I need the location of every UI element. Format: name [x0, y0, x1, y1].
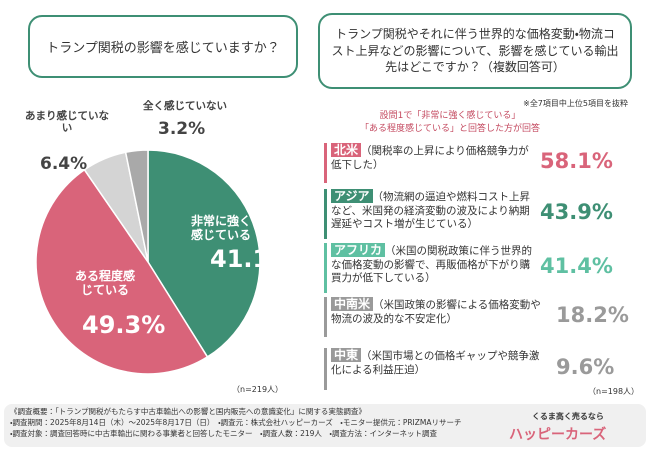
note: 「ある程度感じている」と回答した方が回答: [359, 123, 540, 134]
slice-value: 3.2%: [158, 119, 206, 139]
region-name: アフリカ: [331, 243, 386, 257]
reason: （物流網の逼迫や燃料コスト上昇など、米国発の経済変動の波及により納期遅延やコスト…: [331, 191, 531, 231]
footer: 《調査概要：「トランプ関税がもたらす中古車輸出への影響と国内販売への意識変化」に…: [4, 404, 646, 447]
sample-size: （n=219人）: [232, 385, 284, 394]
destination-row: アジア （物流網の逼迫や燃料コスト上昇など、米国発の経済変動の波及により納期遅延や…: [324, 189, 534, 239]
note: 設問1で「非常に強く感じている」 「ある程度感じている」と回答した方が回答: [330, 110, 570, 135]
slice-label: ある程度感じている: [74, 269, 135, 297]
reason: （関税率の上昇により価格競争力が低下した）: [331, 145, 529, 171]
note: 設問1で「非常に強く感じている」: [379, 111, 521, 121]
reason: （米国の関税政策に伴う世界的な価格変動の影響で、再販価格が下がり購買力が低下して…: [331, 245, 533, 285]
pie-slice: [35, 168, 209, 375]
note: ※全7項目中上位5項目を抜粋: [523, 99, 628, 108]
percentage: 43.9%: [540, 200, 613, 224]
region-name: 中東: [331, 348, 362, 362]
survey-line: ・調査対象：調査回答時に中古車輸出に関わる事業者と回答したモニター ・調査人数：…: [10, 428, 437, 438]
percentage: 58.1%: [540, 149, 613, 173]
region-name: 北米: [331, 143, 362, 157]
slice-label: 非常に強く感じている: [190, 214, 251, 242]
survey-line: ・調査期間：2025年8月14日（木）～2025年8月17日（日） ・調査元：株…: [10, 417, 462, 427]
question-box: トランプ関税やそれに伴う世界的な価格変動・物流コスト上昇などの影響について、影響…: [318, 13, 632, 89]
pie-chart: [35, 149, 261, 375]
slice-value: 6.4%: [40, 154, 88, 174]
brand-logo: ハッピーカーズ: [509, 427, 607, 443]
slice-value: 49.3%: [82, 311, 166, 339]
question-box: トランプ関税の影響を感じていますか？: [28, 15, 298, 78]
destination-row: 北米 （関税率の上昇により価格競争力が低下した）: [324, 143, 534, 183]
reason: （米国市場との価格ギャップや競争激化による利益圧迫）: [331, 350, 540, 376]
destination-row: 中東 （米国市場との価格ギャップや競争激化による利益圧迫）: [324, 348, 544, 390]
slice-label: あまり感じていない: [25, 110, 109, 135]
reason: （米国政策の影響による価格変動や物流の波及的な不安定化）: [331, 299, 541, 325]
survey-info: 《調査概要：「トランプ関税がもたらす中古車輸出への影響と国内販売への意識変化」に…: [10, 407, 462, 440]
slice-value: 41.1%: [210, 245, 294, 273]
survey-line: 《調査概要：「トランプ関税がもたらす中古車輸出への影響と国内販売への意識変化」に…: [10, 407, 366, 416]
brand-tagline: くるま高く売るなら: [532, 412, 604, 421]
destination-row: 中南米 （米国政策の影響による価格変動や物流の波及的な不安定化）: [324, 297, 544, 337]
percentage: 9.6%: [556, 355, 615, 379]
slice-label: 全く感じていない: [143, 100, 227, 112]
pie-slice: [124, 149, 149, 263]
percentage: 41.4%: [540, 254, 613, 278]
region-name: アジア: [331, 189, 373, 203]
sample-size: （n=198人）: [588, 387, 640, 396]
destination-row: アフリカ （米国の関税政策に伴う世界的な価格変動の影響で、再販価格が下がり購買力が…: [324, 243, 534, 293]
pie-slice: [147, 149, 261, 358]
region-name: 中南米: [331, 297, 374, 311]
percentage: 18.2%: [556, 303, 629, 327]
